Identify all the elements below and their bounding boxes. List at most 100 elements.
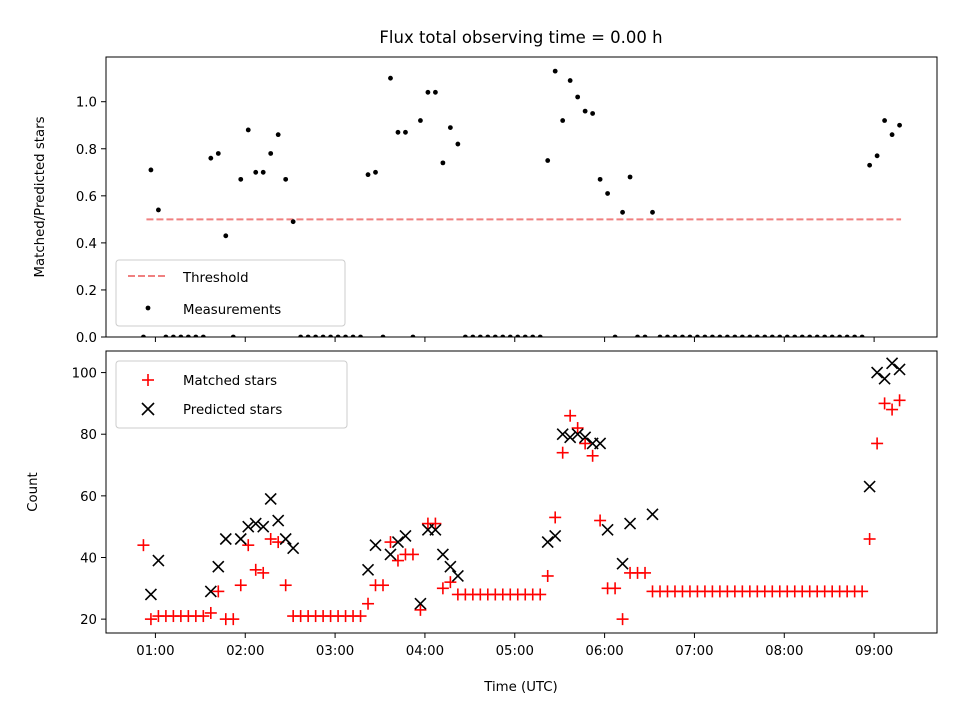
measurement-point bbox=[141, 334, 146, 337]
bottom-y-tick-label: 20 bbox=[80, 613, 97, 628]
measurement-point bbox=[215, 151, 221, 156]
measurement-point bbox=[710, 334, 715, 337]
x-tick-label: 03:00 bbox=[316, 644, 354, 659]
measurement-point bbox=[507, 334, 513, 337]
top-y-ticks: 0.0 0.2 0.4 0.6 0.8 1.0 bbox=[76, 96, 106, 346]
top-y-tick-label: 0.8 bbox=[76, 143, 97, 158]
x-tick-label: 09:00 bbox=[855, 644, 893, 659]
measurement-point bbox=[672, 334, 678, 337]
measurement-point bbox=[852, 334, 858, 337]
predicted-star-point bbox=[571, 428, 584, 441]
measurement-point bbox=[163, 334, 169, 337]
measurement-point bbox=[156, 207, 161, 213]
measurement-point bbox=[418, 118, 423, 123]
measurement-point bbox=[253, 169, 259, 175]
measurement-point bbox=[170, 334, 176, 337]
x-tick-label: 07:00 bbox=[675, 644, 713, 659]
matched-star-point bbox=[594, 514, 607, 527]
measurement-point bbox=[350, 334, 356, 337]
predicted-star-point bbox=[279, 532, 292, 546]
measurement-point bbox=[343, 334, 348, 337]
measurement-point bbox=[747, 334, 753, 337]
matched-star-point bbox=[571, 422, 584, 435]
predicted-star-point bbox=[399, 529, 412, 542]
matched-star-point bbox=[257, 566, 270, 579]
measurement-point bbox=[889, 132, 895, 138]
x-tick-label: 04:00 bbox=[406, 644, 444, 659]
matched-star-point bbox=[249, 563, 262, 576]
measurement-point bbox=[388, 75, 393, 81]
matched-star-point bbox=[197, 610, 210, 623]
measurement-point bbox=[328, 334, 333, 337]
measurement-point bbox=[650, 209, 655, 215]
matched-star-point bbox=[863, 533, 876, 545]
measurement-point bbox=[410, 334, 416, 337]
bottom-y-tick-label: 100 bbox=[72, 367, 97, 382]
matched-star-point bbox=[534, 588, 547, 601]
measurement-point bbox=[462, 334, 468, 337]
matched-star-point bbox=[609, 582, 622, 595]
matched-star-point bbox=[856, 585, 869, 598]
top-plot-marks bbox=[141, 68, 902, 337]
measurement-point bbox=[283, 176, 289, 182]
measurement-point bbox=[268, 151, 274, 156]
predicted-star-point bbox=[863, 480, 876, 493]
measurement-point bbox=[200, 334, 206, 337]
measurement-point bbox=[380, 334, 386, 337]
measurement-point bbox=[560, 118, 566, 123]
measurement-point bbox=[680, 334, 685, 337]
matched-star-point bbox=[212, 585, 225, 598]
measurement-point bbox=[470, 334, 476, 337]
measurement-point bbox=[313, 334, 319, 337]
measurement-point bbox=[425, 89, 431, 95]
predicted-star-point bbox=[541, 536, 554, 549]
top-x-ticks bbox=[154, 337, 875, 342]
measurement-point bbox=[612, 334, 618, 337]
measurement-point bbox=[455, 141, 461, 147]
matched-star-point bbox=[886, 403, 899, 416]
bottom-x-ticks: 01:00 02:00 03:00 04:00 05:00 06:00 07:00 08:00… bbox=[136, 633, 893, 659]
top-legend-box bbox=[115, 259, 346, 327]
matched-star-point bbox=[204, 606, 217, 619]
measurement-point bbox=[807, 334, 813, 337]
measurement-point bbox=[552, 68, 558, 74]
measurement-point bbox=[403, 129, 408, 135]
predicted-star-point bbox=[257, 520, 270, 533]
measurement-point bbox=[148, 167, 154, 173]
predicted-star-point bbox=[886, 357, 899, 370]
measurement-point bbox=[178, 334, 184, 337]
predicted-star-point bbox=[264, 492, 277, 506]
predicted-star-point bbox=[444, 560, 457, 573]
predicted-star-point bbox=[451, 569, 464, 583]
measurement-point bbox=[792, 334, 798, 337]
predicted-star-point bbox=[429, 523, 442, 536]
predicted-star-point bbox=[623, 517, 637, 530]
predicted-star-point bbox=[878, 372, 891, 385]
measurement-point bbox=[784, 334, 790, 337]
matched-star-point bbox=[137, 539, 150, 552]
measurement-point bbox=[290, 219, 296, 225]
measurement-point bbox=[867, 162, 873, 168]
x-axis-label: Time (UTC) bbox=[483, 680, 558, 695]
bottom-panel: 20 40 60 80 100 01:00 02:00 03:00 04:00 05:00 06:… bbox=[26, 350, 938, 695]
measurement-point bbox=[193, 334, 199, 337]
top-y-tick-label: 0.2 bbox=[76, 284, 97, 299]
measurement-point bbox=[185, 334, 191, 337]
chart-title: Flux total observing time = 0.00 h bbox=[379, 28, 662, 47]
measurement-point bbox=[230, 334, 236, 337]
measurement-point bbox=[492, 334, 498, 337]
measurement-point bbox=[433, 89, 438, 95]
measurement-point bbox=[275, 132, 281, 138]
measurement-point bbox=[485, 334, 491, 337]
measurement-point bbox=[724, 334, 730, 337]
top-y-tick-label: 1.0 bbox=[76, 96, 97, 111]
measurement-point bbox=[799, 334, 805, 337]
predicted-star-point bbox=[152, 554, 165, 567]
measurement-point bbox=[545, 158, 551, 163]
matched-star-point bbox=[234, 579, 247, 592]
measurement-point bbox=[358, 334, 363, 337]
measurement-point bbox=[605, 191, 610, 196]
predicted-star-point bbox=[287, 542, 300, 555]
bottom-axes-frame bbox=[105, 350, 938, 634]
x-tick-label: 06:00 bbox=[585, 644, 623, 659]
